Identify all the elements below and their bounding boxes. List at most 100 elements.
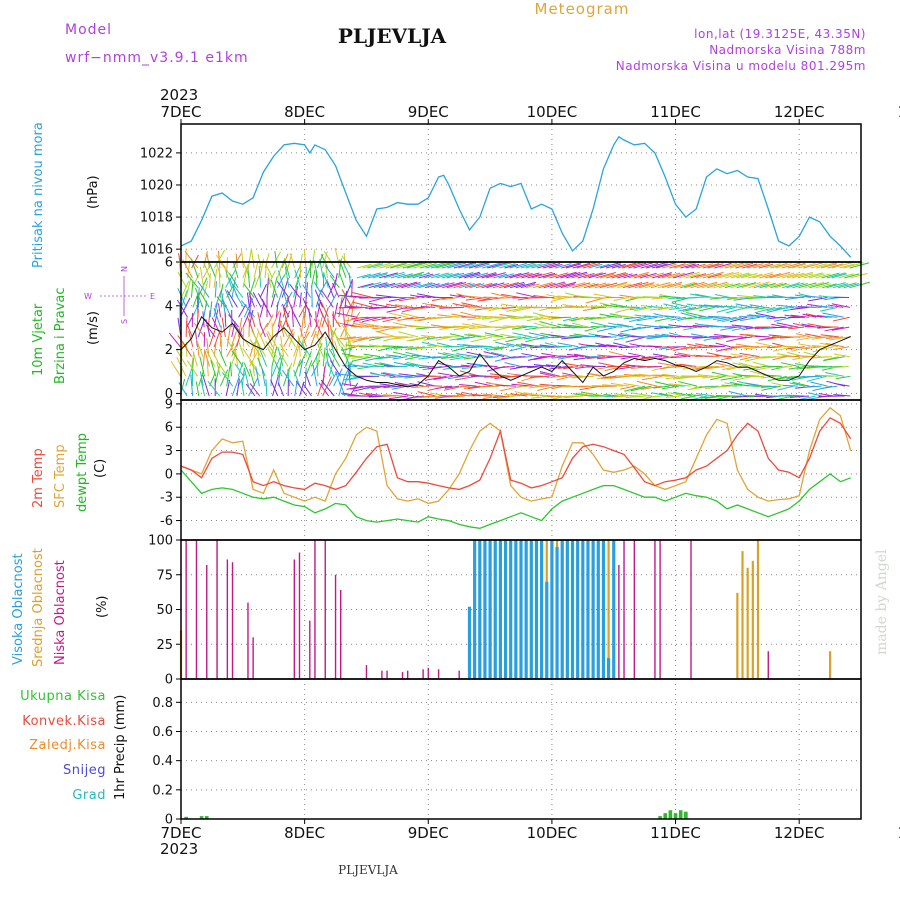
wind-barb (499, 263, 516, 269)
wind-barb (677, 306, 697, 312)
wind-barb (774, 306, 795, 310)
precip-bar (184, 816, 188, 819)
wind-barb (419, 263, 437, 269)
wind-barb (645, 261, 668, 269)
wind-barb (411, 354, 431, 358)
low-cloud-bar (309, 620, 311, 679)
wind-barb (453, 326, 470, 331)
wind-barb (383, 282, 402, 289)
wind-barb (546, 375, 568, 378)
wind-barb (670, 356, 687, 359)
wind-barb (724, 382, 743, 387)
wind-barb (504, 362, 522, 367)
wind-barb (481, 297, 504, 302)
wind-barb (325, 265, 335, 279)
wind-barb (566, 353, 584, 358)
wind-barb (577, 272, 595, 279)
wind-barb (386, 306, 408, 313)
wind-barb (247, 267, 251, 288)
wind-barb (259, 301, 265, 318)
low-cloud-bar (185, 540, 187, 679)
wind-barb (531, 395, 551, 399)
wind-barb (647, 345, 663, 348)
wind-barb (344, 305, 363, 308)
wind-barb (755, 342, 776, 348)
wind-barb (341, 324, 351, 338)
wind-barb (703, 304, 725, 308)
wind-barb (320, 379, 335, 397)
wind-barb (536, 364, 555, 367)
wind-barb (833, 353, 850, 358)
wind-barb (424, 283, 440, 289)
wind-barb (815, 283, 831, 289)
wind-barb (246, 292, 250, 308)
wind-barb (631, 392, 653, 397)
wind-barb (185, 367, 193, 387)
low-cloud-bar (654, 540, 656, 679)
wind-barb (390, 273, 406, 279)
wind-barb (746, 263, 764, 269)
wind-barb (606, 272, 626, 279)
wind-barb (302, 308, 306, 328)
wind-barb (313, 318, 324, 338)
wind-barb (652, 353, 669, 358)
wind-barb (491, 292, 511, 299)
y-tick-label: 0 (165, 673, 173, 688)
precip-bar (684, 811, 688, 819)
wind-barb (213, 309, 219, 328)
wind-barb (425, 385, 443, 387)
wind-barb (424, 273, 440, 279)
wind-barb (692, 324, 709, 328)
wind-barb (601, 384, 624, 387)
wind-barb (726, 356, 743, 359)
wind-barb (730, 282, 749, 289)
wind-barb (552, 297, 572, 300)
wind-barb (252, 292, 262, 308)
wind-barb (512, 306, 533, 313)
wind-barb (547, 395, 562, 398)
wind-barb (217, 303, 222, 318)
wind-barb (663, 303, 679, 308)
wind-barb (191, 272, 200, 288)
high-cloud-bar (483, 540, 487, 679)
wind-barb (196, 342, 200, 357)
wind-barb (465, 297, 487, 301)
wind-barb (642, 375, 663, 381)
wind-barb (804, 282, 824, 289)
wind-barb (491, 262, 512, 269)
wind-barb (406, 336, 426, 342)
wind-barb (351, 356, 369, 359)
wind-barb (210, 360, 217, 377)
wind-barb (202, 349, 206, 367)
wind-barb (776, 345, 798, 348)
y-tick-label: 9 (165, 397, 173, 412)
wind-barb (213, 268, 218, 288)
wind-barb (523, 336, 538, 340)
y-tick-label: 0 (165, 387, 173, 402)
wind-barb (449, 356, 470, 361)
wind-barb (719, 262, 738, 269)
wind-barb (704, 365, 725, 370)
wind-barb (686, 312, 708, 318)
wind-barb (625, 395, 646, 399)
wind-barb (661, 373, 679, 377)
wind-barb (803, 375, 822, 378)
mid-cloud-bar (756, 540, 760, 679)
wind-barb (315, 311, 318, 328)
wind-barb (645, 272, 665, 279)
wind-barb (442, 281, 463, 289)
wind-barb (620, 346, 640, 349)
low-cloud-bar (690, 540, 692, 679)
wind-barb (831, 273, 848, 279)
wind-barb (237, 361, 244, 377)
wind-barb (322, 347, 326, 367)
wind-barb (794, 294, 812, 299)
wind-barb (240, 300, 256, 318)
wind-barb (786, 282, 805, 289)
wind-barb (310, 330, 317, 347)
wind-barb (383, 271, 405, 279)
wind-barb (209, 272, 211, 288)
wind-barb (258, 266, 262, 288)
wind-barb (485, 315, 504, 318)
wind-barb (430, 272, 449, 279)
